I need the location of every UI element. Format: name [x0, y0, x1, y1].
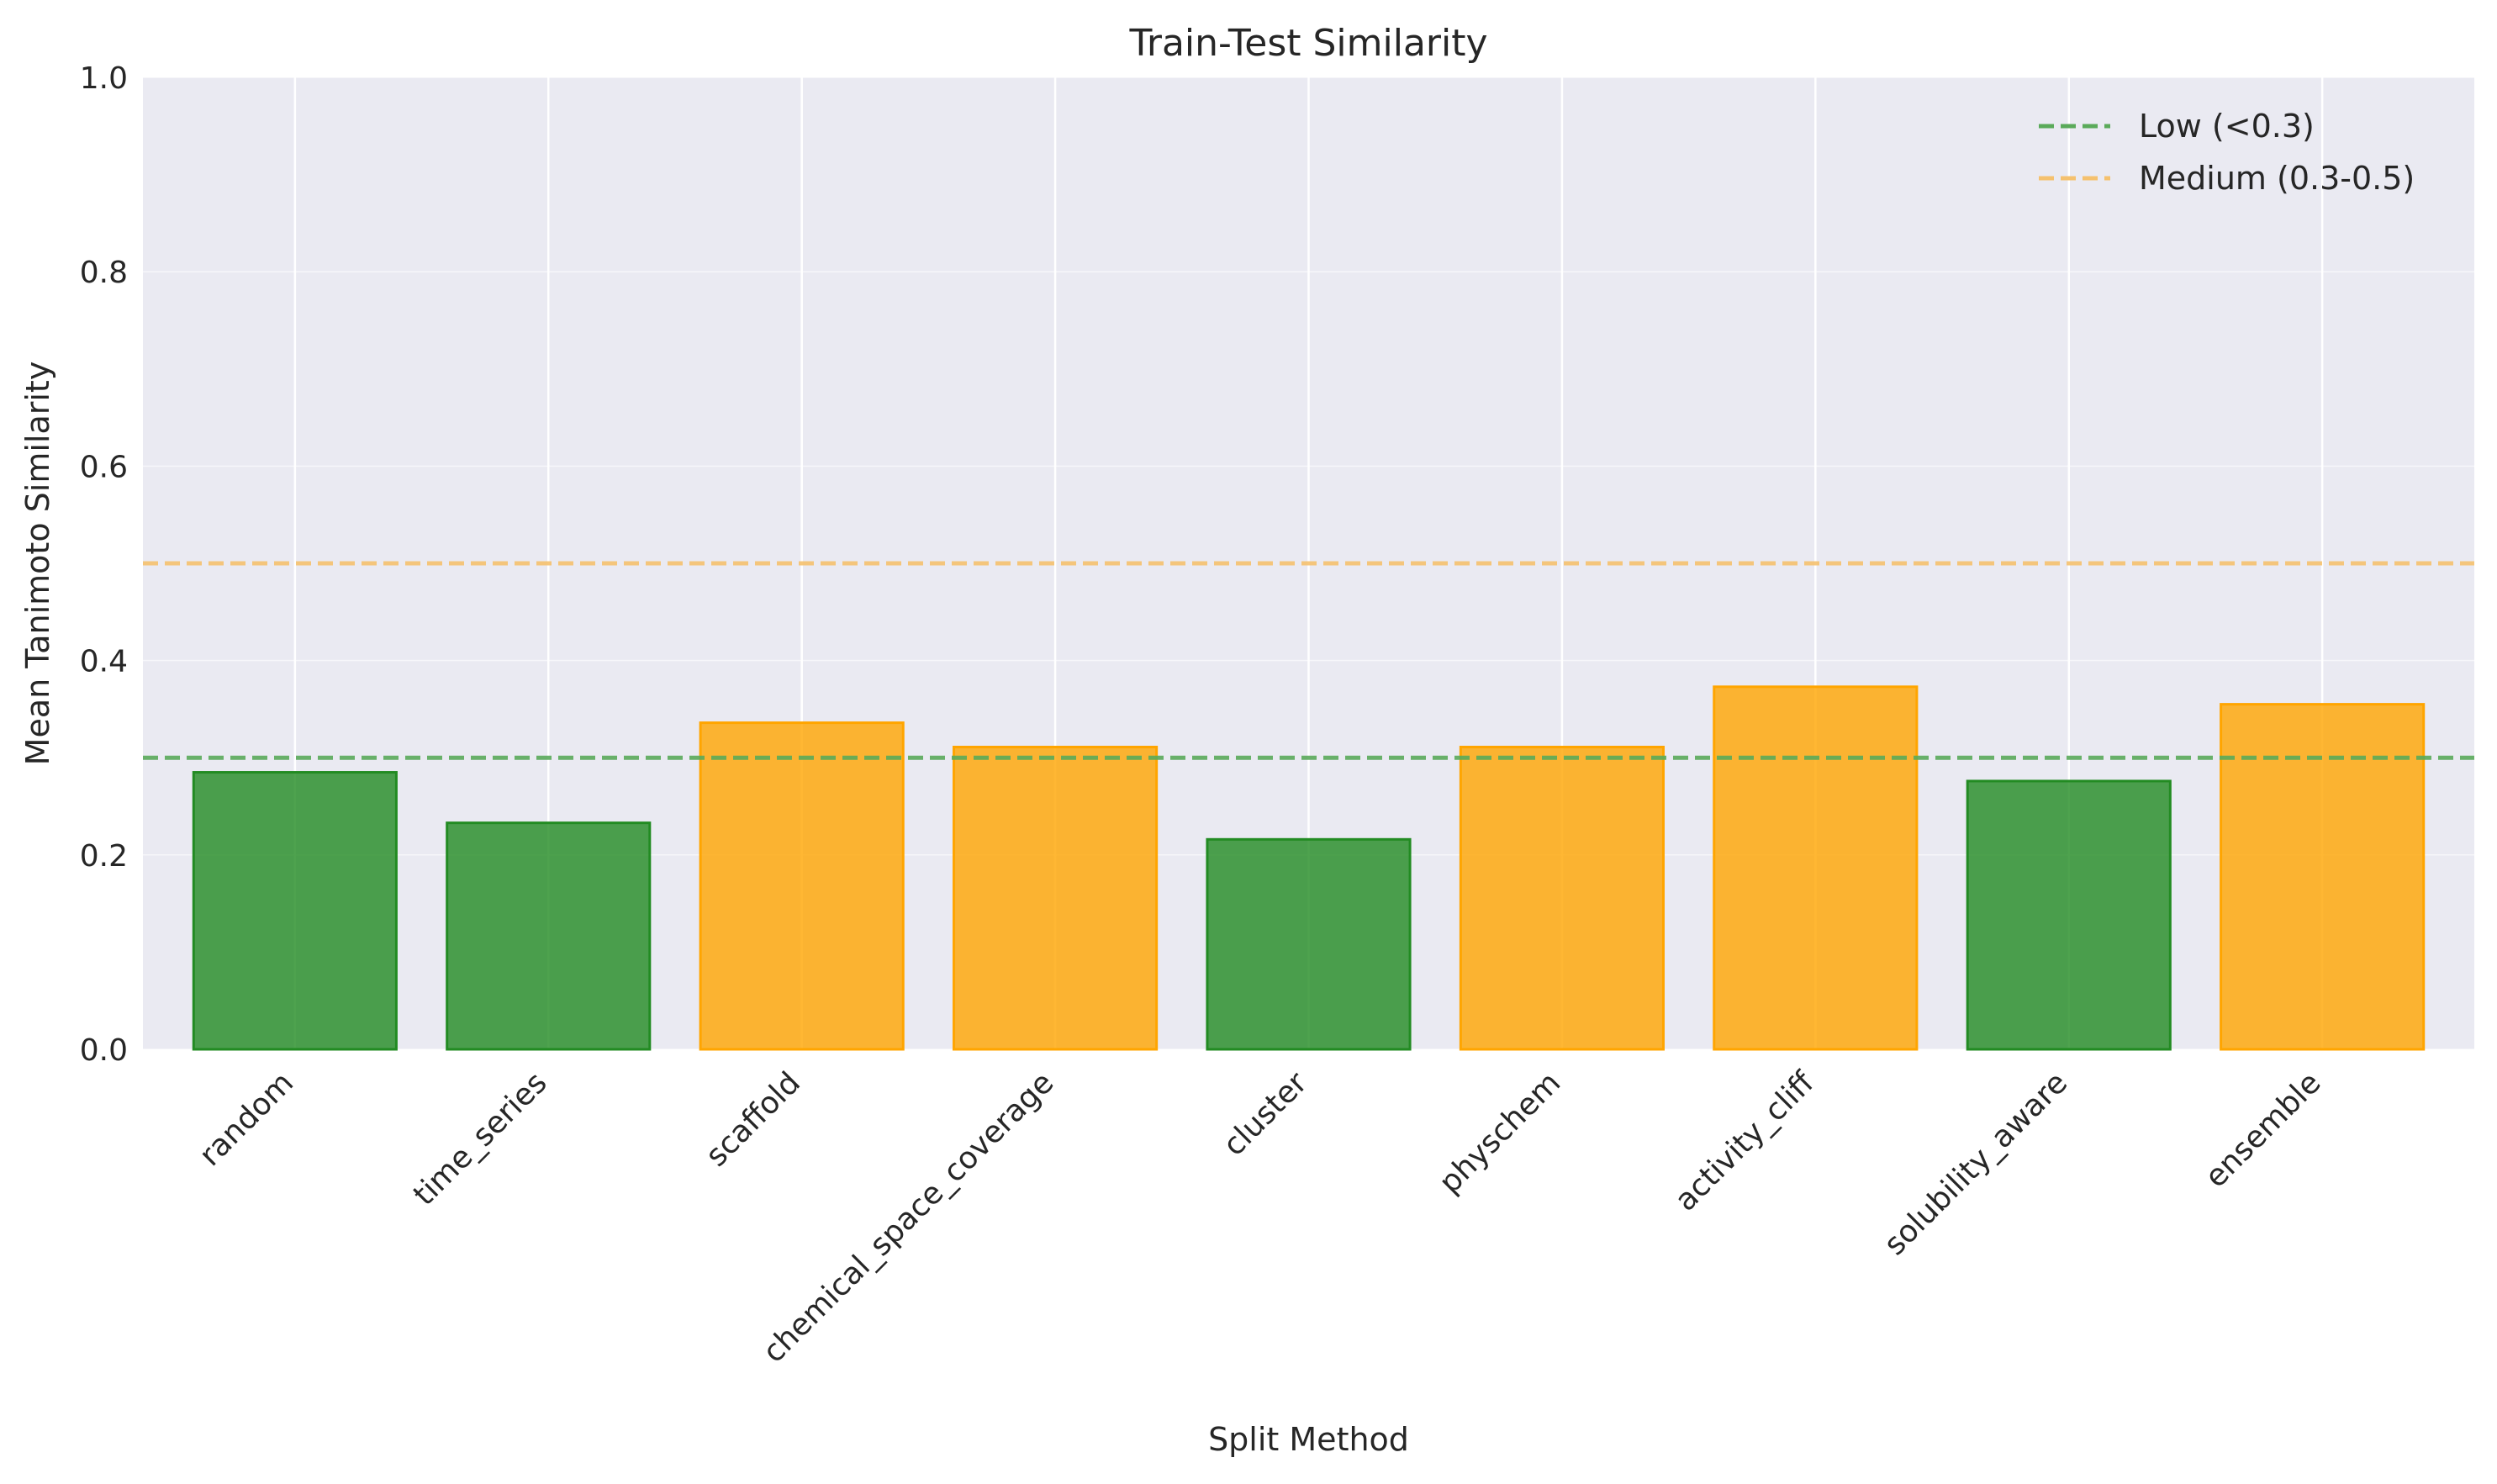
x-tick-label: random	[193, 1065, 300, 1173]
legend-label-medium: Medium (0.3-0.5)	[2139, 160, 2415, 197]
y-tick-label: 0.0	[80, 1033, 128, 1068]
bar-chemical-space-coverage	[953, 745, 1159, 1051]
bar-activity-cliff	[1713, 685, 1919, 1051]
bar-scaffold	[699, 721, 905, 1051]
x-axis-label: Split Method	[1208, 1421, 1409, 1458]
y-tick-label: 0.6	[80, 450, 128, 484]
reference-lines	[143, 561, 2474, 760]
chart-title: Train-Test Similarity	[1128, 22, 1487, 65]
legend: Low (<0.3) Medium (0.3-0.5)	[2039, 108, 2415, 197]
x-tick-label: physchem	[1433, 1065, 1567, 1200]
bar-cluster	[1206, 837, 1412, 1051]
bar-random	[192, 771, 398, 1051]
x-tick-label: ensemble	[2199, 1065, 2327, 1194]
y-tick-labels: 0.0 0.2 0.4 0.6 0.8 1.0	[80, 61, 128, 1068]
x-tick-label: activity_cliff	[1668, 1065, 1821, 1218]
legend-label-low: Low (<0.3)	[2139, 108, 2315, 145]
y-axis-label: Mean Tanimoto Similarity	[19, 362, 56, 766]
bar-ensemble	[2220, 703, 2426, 1051]
bar-physchem	[1459, 745, 1665, 1051]
x-tick-label: chemical_space_coverage	[757, 1065, 1061, 1370]
y-tick-label: 0.8	[80, 256, 128, 290]
bar-layer	[192, 685, 2426, 1051]
bar-solubility-aware	[1966, 779, 2172, 1051]
x-tick-label: scaffold	[699, 1065, 807, 1173]
y-tick-label: 0.2	[80, 839, 128, 874]
x-tick-label: cluster	[1217, 1065, 1314, 1163]
bar-time-series	[446, 821, 652, 1051]
x-tick-label: time_series	[407, 1065, 554, 1212]
x-tick-label: solubility_aware	[1877, 1065, 2074, 1262]
y-tick-label: 0.4	[80, 645, 128, 679]
y-tick-label: 1.0	[80, 61, 128, 96]
x-tick-labels: random time_series scaffoldchemical_space_…	[193, 1065, 2327, 1370]
